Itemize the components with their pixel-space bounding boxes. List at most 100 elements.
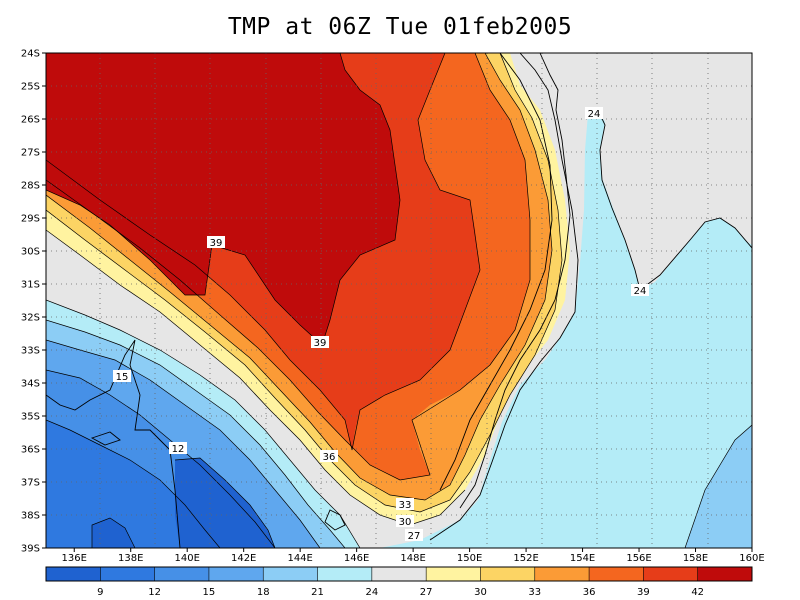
lon-tick-label: 144E xyxy=(287,553,312,564)
lat-tick-label: 26S xyxy=(21,115,40,126)
colorbar-swatch xyxy=(46,567,101,581)
colorbar-label: 42 xyxy=(691,587,704,598)
lat-tick-label: 30S xyxy=(21,247,40,258)
lat-tick-label: 39S xyxy=(21,544,40,555)
boundary-42-line xyxy=(46,53,401,346)
lon-tick-label: 136E xyxy=(62,553,87,564)
colorbar-swatch xyxy=(100,567,155,581)
contour-west-coast-line xyxy=(46,339,181,548)
band-6 xyxy=(175,458,275,548)
colorbar-swatch xyxy=(480,567,535,581)
lon-tick-label: 154E xyxy=(570,553,595,564)
latitude-axis: 24S 25S 26S 27S 28S 29S 30S 31S 32S 33S 34S 35S 36S 3… xyxy=(21,49,46,555)
plot-frame xyxy=(45,52,753,549)
svg-text:15: 15 xyxy=(116,372,129,383)
boundary-36-line xyxy=(46,53,531,481)
contour-label-12: 12 xyxy=(169,442,187,455)
contour-label-24a: 24 xyxy=(585,107,603,120)
lat-tick-label: 35S xyxy=(21,412,40,423)
lat-tick-label: 36S xyxy=(21,445,40,456)
svg-text:39: 39 xyxy=(210,238,223,249)
lat-tick-label: 33S xyxy=(21,346,40,357)
colorbar-swatch xyxy=(208,567,264,581)
colorbar-label: 30 xyxy=(474,587,487,598)
colorbar-swatch xyxy=(697,567,752,581)
svg-text:39: 39 xyxy=(314,338,327,349)
contour-labels: 39 39 36 33 30 27 24 24 xyxy=(113,107,649,542)
svg-text:36: 36 xyxy=(323,452,336,463)
lat-tick-label: 27S xyxy=(21,148,40,159)
colorbar-frame xyxy=(45,566,753,582)
colorbar-swatch xyxy=(154,567,209,581)
colorbar-swatch xyxy=(534,567,590,581)
boundary-33-line xyxy=(46,53,553,501)
boundary-15-line xyxy=(46,339,321,548)
lat-tick-label: 34S xyxy=(21,379,40,390)
contour-label-39a: 39 xyxy=(207,236,225,249)
lon-tick-label: 138E xyxy=(118,553,143,564)
lat-tick-label: 38S xyxy=(21,511,40,522)
lon-tick-label: 142E xyxy=(231,553,256,564)
colorbar-swatch xyxy=(371,567,427,581)
boundary-9-line xyxy=(46,419,221,548)
contour-label-33: 33 xyxy=(396,498,414,511)
lat-tick-label: 28S xyxy=(21,181,40,192)
lat-tick-label: 37S xyxy=(21,478,40,489)
svg-text:24: 24 xyxy=(588,109,601,120)
contour-label-36: 36 xyxy=(320,450,338,463)
svg-text:12: 12 xyxy=(172,444,185,455)
lat-tick-label: 31S xyxy=(21,280,40,291)
lon-tick-label: 152E xyxy=(513,553,538,564)
boundary-21-line xyxy=(46,299,361,548)
lat-tick-label: 32S xyxy=(21,313,40,324)
coast-line xyxy=(459,53,571,509)
temperature-field xyxy=(46,53,752,548)
lat-tick-label: 25S xyxy=(21,82,40,93)
colorbar-label: 21 xyxy=(311,587,324,598)
lon-tick-label: 150E xyxy=(457,553,482,564)
colorbar-swatch xyxy=(426,567,481,581)
colorbar-label: 36 xyxy=(583,587,596,598)
band-6-small xyxy=(92,518,135,548)
cool-southeast-corner xyxy=(685,425,752,548)
lon-tick-label: 160E xyxy=(739,553,764,564)
contour-label-15: 15 xyxy=(113,370,131,383)
contour-label-27: 27 xyxy=(405,529,423,542)
colorbar-swatch xyxy=(589,567,644,581)
svg-text:33: 33 xyxy=(399,500,412,511)
lon-tick-label: 156E xyxy=(626,553,651,564)
colorbar-label: 24 xyxy=(365,587,378,598)
lon-tick-label: 140E xyxy=(174,553,199,564)
boundary-cool-se-line xyxy=(684,424,752,548)
contour-lines xyxy=(46,53,752,548)
map-title: TMP at 06Z Tue 01feb2005 xyxy=(227,14,573,40)
boundary-6-line xyxy=(174,457,276,548)
lat-tick-label: 29S xyxy=(21,214,40,225)
boundary-39-line xyxy=(46,53,481,451)
longitude-axis: 136E 138E 140E 142E 144E 146E 148E 150E 152E 154E… xyxy=(62,548,765,564)
svg-text:27: 27 xyxy=(408,531,421,542)
svg-text:24: 24 xyxy=(634,286,647,297)
lon-tick-label: 158E xyxy=(683,553,708,564)
contour-24b-line xyxy=(597,109,752,291)
contour-label-39b: 39 xyxy=(311,336,329,349)
svg-text:30: 30 xyxy=(399,517,412,528)
contour-label-30: 30 xyxy=(396,515,414,528)
colorbar-label: 15 xyxy=(203,587,216,598)
contour-east-line xyxy=(439,53,553,491)
colorbar-swatch xyxy=(317,567,372,581)
boundary-18-line xyxy=(46,319,346,548)
colorbar-label: 12 xyxy=(148,587,161,598)
contour-24-line xyxy=(429,53,579,541)
boundary-6b-line xyxy=(91,517,136,548)
lat-tick-label: 24S xyxy=(21,49,40,60)
colorbar-swatch xyxy=(263,567,318,581)
colorbar-label: 27 xyxy=(420,587,433,598)
colorbar: 9 12 15 18 21 24 27 30 33 36 39 42 xyxy=(45,566,753,598)
contour-label-24b: 24 xyxy=(631,284,649,297)
boundary-30-line xyxy=(46,53,563,513)
lon-tick-label: 148E xyxy=(400,553,425,564)
band-42 xyxy=(46,53,400,345)
colorbar-label: 9 xyxy=(97,587,103,598)
